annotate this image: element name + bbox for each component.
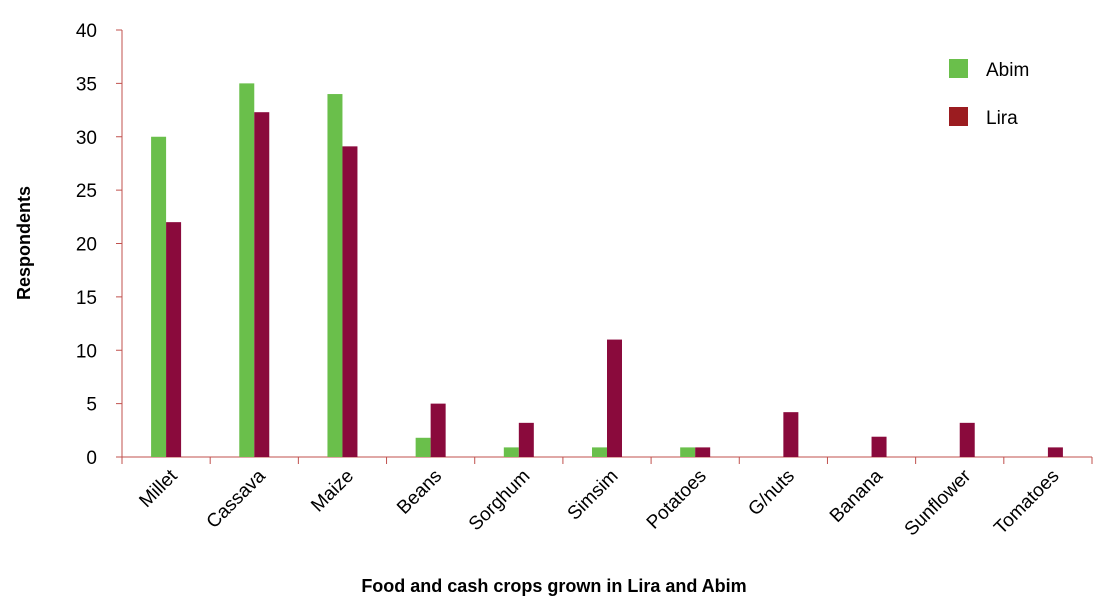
bar-lira bbox=[695, 447, 711, 457]
x-tick-label: G/nuts bbox=[744, 466, 798, 520]
legend-swatch-abim bbox=[949, 59, 968, 78]
bar-abim bbox=[503, 447, 519, 457]
bar-lira bbox=[254, 112, 270, 457]
x-axis: Millet Cassava Maize Beans Sorghum Simsim Pota… bbox=[121, 456, 1093, 540]
y-tick-label: 20 bbox=[76, 235, 97, 256]
x-tick-label: Millet bbox=[135, 465, 182, 512]
y-tick-label: 40 bbox=[76, 21, 97, 42]
bar-lira bbox=[430, 403, 446, 457]
y-tick-label: 25 bbox=[76, 181, 97, 202]
x-tick-label: Beans bbox=[393, 466, 446, 519]
y-axis-title: Respondents bbox=[14, 186, 34, 300]
bar-abim bbox=[239, 83, 255, 457]
legend-label-lira: Lira bbox=[986, 108, 1018, 129]
y-axis: 0 5 10 15 20 25 30 35 40 bbox=[76, 21, 123, 469]
y-tick-label: 5 bbox=[86, 395, 97, 416]
legend-label-abim: Abim bbox=[986, 60, 1029, 81]
x-tick-label: Tomatoes bbox=[990, 466, 1063, 539]
y-tick-label: 35 bbox=[76, 74, 97, 95]
bar-lira bbox=[1047, 447, 1063, 457]
x-tick-label: Potatoes bbox=[643, 466, 711, 534]
bar-abim bbox=[327, 94, 343, 458]
y-tick-label: 10 bbox=[76, 341, 97, 362]
x-axis-title: Food and cash crops grown in Lira and Ab… bbox=[361, 576, 746, 596]
x-tick-label: Sorghum bbox=[465, 466, 534, 535]
x-tick-label: Maize bbox=[307, 466, 358, 517]
x-tick-label: Banana bbox=[826, 465, 887, 526]
legend: Abim Lira bbox=[949, 59, 1029, 129]
bar-abim bbox=[415, 437, 431, 457]
bar-abim bbox=[151, 136, 167, 457]
y-tick-label: 30 bbox=[76, 128, 97, 149]
bar-lira bbox=[871, 436, 887, 457]
bar-lira bbox=[607, 339, 622, 457]
legend-swatch-lira bbox=[949, 107, 968, 126]
x-tick-label: Cassava bbox=[203, 465, 270, 532]
x-tick-label: Simsim bbox=[564, 466, 623, 525]
bar-lira bbox=[959, 422, 975, 457]
bar-lira bbox=[518, 422, 534, 457]
bar-abim bbox=[680, 447, 696, 457]
bar-lira bbox=[783, 412, 799, 457]
bar-lira bbox=[166, 222, 182, 457]
y-tick-label: 15 bbox=[76, 288, 97, 309]
x-tick-label: Sunflower bbox=[901, 465, 976, 540]
bars bbox=[151, 83, 1063, 458]
bar-lira bbox=[342, 146, 358, 458]
bar-abim bbox=[592, 447, 607, 457]
y-tick-label: 0 bbox=[86, 448, 97, 469]
